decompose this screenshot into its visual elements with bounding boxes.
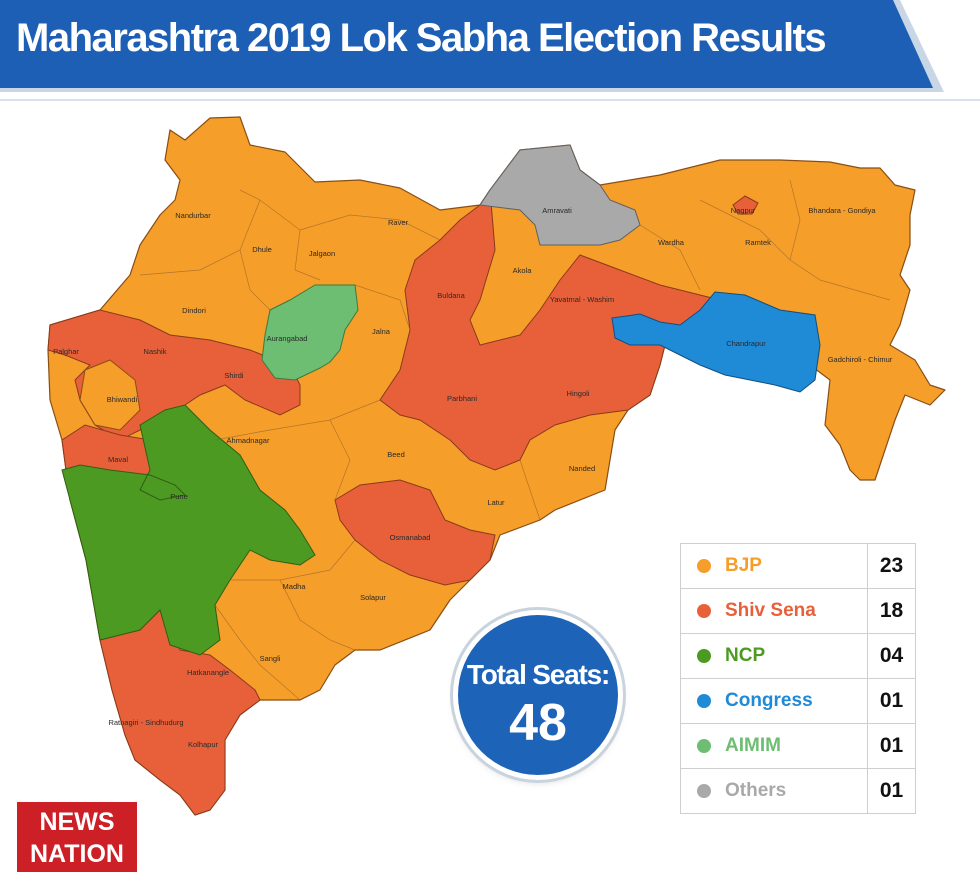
constituency-label: Jalgaon xyxy=(309,249,335,258)
constituency-label: Osmanabad xyxy=(390,533,431,542)
results-legend: BJP 23 Shiv Sena 18 NCP 04 Congress 01 AIMIM 01 Ot… xyxy=(680,543,916,814)
party-seats: 23 xyxy=(867,543,916,589)
region-aimim xyxy=(261,284,359,381)
party-name: Others xyxy=(725,780,787,801)
party-seats: 04 xyxy=(867,633,916,679)
logo-line-2: NATION xyxy=(30,840,124,868)
constituency-label: Nashik xyxy=(144,347,167,356)
page-title: Maharashtra 2019 Lok Sabha Election Resu… xyxy=(16,16,827,60)
constituency-label: Kolhapur xyxy=(188,740,219,749)
region-congress xyxy=(611,291,821,393)
constituency-label: Sangli xyxy=(260,654,281,663)
region-shiv-sena-osmanabad xyxy=(334,479,496,586)
party-color-dot xyxy=(697,784,711,798)
party-seats: 01 xyxy=(867,678,916,724)
constituency-label: Solapur xyxy=(360,593,386,602)
total-seats-label: Total Seats: xyxy=(466,659,610,690)
constituency-label: Yavatmal - Washim xyxy=(550,295,614,304)
constituency-label: Madha xyxy=(283,582,307,591)
legend-party-cell: Shiv Sena xyxy=(680,588,868,634)
party-color-dot xyxy=(697,559,711,573)
constituency-label: Beed xyxy=(387,450,405,459)
constituency-label: Akola xyxy=(513,266,533,275)
party-color-dot xyxy=(697,739,711,753)
constituency-label: Aurangabad xyxy=(267,334,308,343)
party-seats: 01 xyxy=(867,723,916,769)
constituency-label: Jalna xyxy=(372,327,391,336)
total-seats-value: 48 xyxy=(509,694,567,752)
party-name: BJP xyxy=(725,555,762,576)
constituency-label: Nandurbar xyxy=(175,211,211,220)
legend-party-cell: Congress xyxy=(680,678,868,724)
party-name: Congress xyxy=(725,690,813,711)
title-banner xyxy=(0,0,980,101)
constituency-label: Hingoli xyxy=(567,389,590,398)
constituency-label: Bhiwandi xyxy=(107,395,138,404)
party-color-dot xyxy=(697,694,711,708)
constituency-label: Shirdi xyxy=(224,371,244,380)
constituency-label: Latur xyxy=(487,498,505,507)
constituency-label: Parbhani xyxy=(447,394,477,403)
party-color-dot xyxy=(697,649,711,663)
maharashtra-map: Nandurbar Dhule Jalgaon Raver Buldana Akola Am… xyxy=(47,116,946,816)
constituency-label: Ahmadnagar xyxy=(227,436,270,445)
constituency-label: Ramtek xyxy=(745,238,771,247)
party-color-dot xyxy=(697,604,711,618)
constituency-label: Wardha xyxy=(658,238,685,247)
legend-party-cell: AIMIM xyxy=(680,723,868,769)
logo-line-1: NEWS xyxy=(39,808,115,836)
legend-row: AIMIM 01 xyxy=(680,723,916,769)
legend-row: Congress 01 xyxy=(680,678,916,724)
region-bjp-bhiwandi xyxy=(79,359,141,431)
party-seats: 18 xyxy=(867,588,916,634)
legend-row: Shiv Sena 18 xyxy=(680,588,916,634)
region-nagpur xyxy=(732,195,759,215)
constituency-borders xyxy=(139,179,891,701)
total-seats-badge: Total Seats: 48 xyxy=(458,615,618,775)
legend-party-cell: Others xyxy=(680,768,868,814)
party-seats: 01 xyxy=(867,768,916,814)
constituency-label: Gadchiroli - Chimur xyxy=(828,355,893,364)
constituency-label: Maval xyxy=(108,455,128,464)
constituency-label: Hatkanangle xyxy=(187,668,229,677)
party-name: AIMIM xyxy=(725,735,781,756)
constituency-labels: Nandurbar Dhule Jalgaon Raver Buldana Akola Am… xyxy=(53,206,893,749)
constituency-label: Dindori xyxy=(182,306,206,315)
constituency-label: Chandrapur xyxy=(726,339,766,348)
news-nation-logo: NEWS NATION xyxy=(17,802,137,872)
constituency-label: Amravati xyxy=(542,206,572,215)
constituency-label: Nagpur xyxy=(731,206,756,215)
legend-row: NCP 04 xyxy=(680,633,916,679)
legend-body: BJP 23 Shiv Sena 18 NCP 04 Congress 01 AIMIM 01 Ot… xyxy=(680,543,916,814)
party-name: NCP xyxy=(725,645,766,666)
legend-party-cell: BJP xyxy=(680,543,868,589)
region-shiv-sena-central xyxy=(379,188,721,471)
constituency-label: Palghar xyxy=(53,347,79,356)
constituency-label: Ratnagiri - Sindhudurg xyxy=(108,718,183,727)
constituency-label: Dhule xyxy=(252,245,272,254)
constituency-label: Raver xyxy=(388,218,409,227)
party-name: Shiv Sena xyxy=(725,600,816,621)
legend-row: BJP 23 xyxy=(680,543,916,589)
constituency-label: Buldana xyxy=(437,291,465,300)
constituency-label: Pune xyxy=(170,492,188,501)
legend-party-cell: NCP xyxy=(680,633,868,679)
constituency-label: Bhandara - Gondiya xyxy=(808,206,876,215)
legend-row: Others 01 xyxy=(680,768,916,814)
constituency-label: Nanded xyxy=(569,464,595,473)
region-others xyxy=(479,144,641,246)
region-ncp xyxy=(61,404,316,656)
